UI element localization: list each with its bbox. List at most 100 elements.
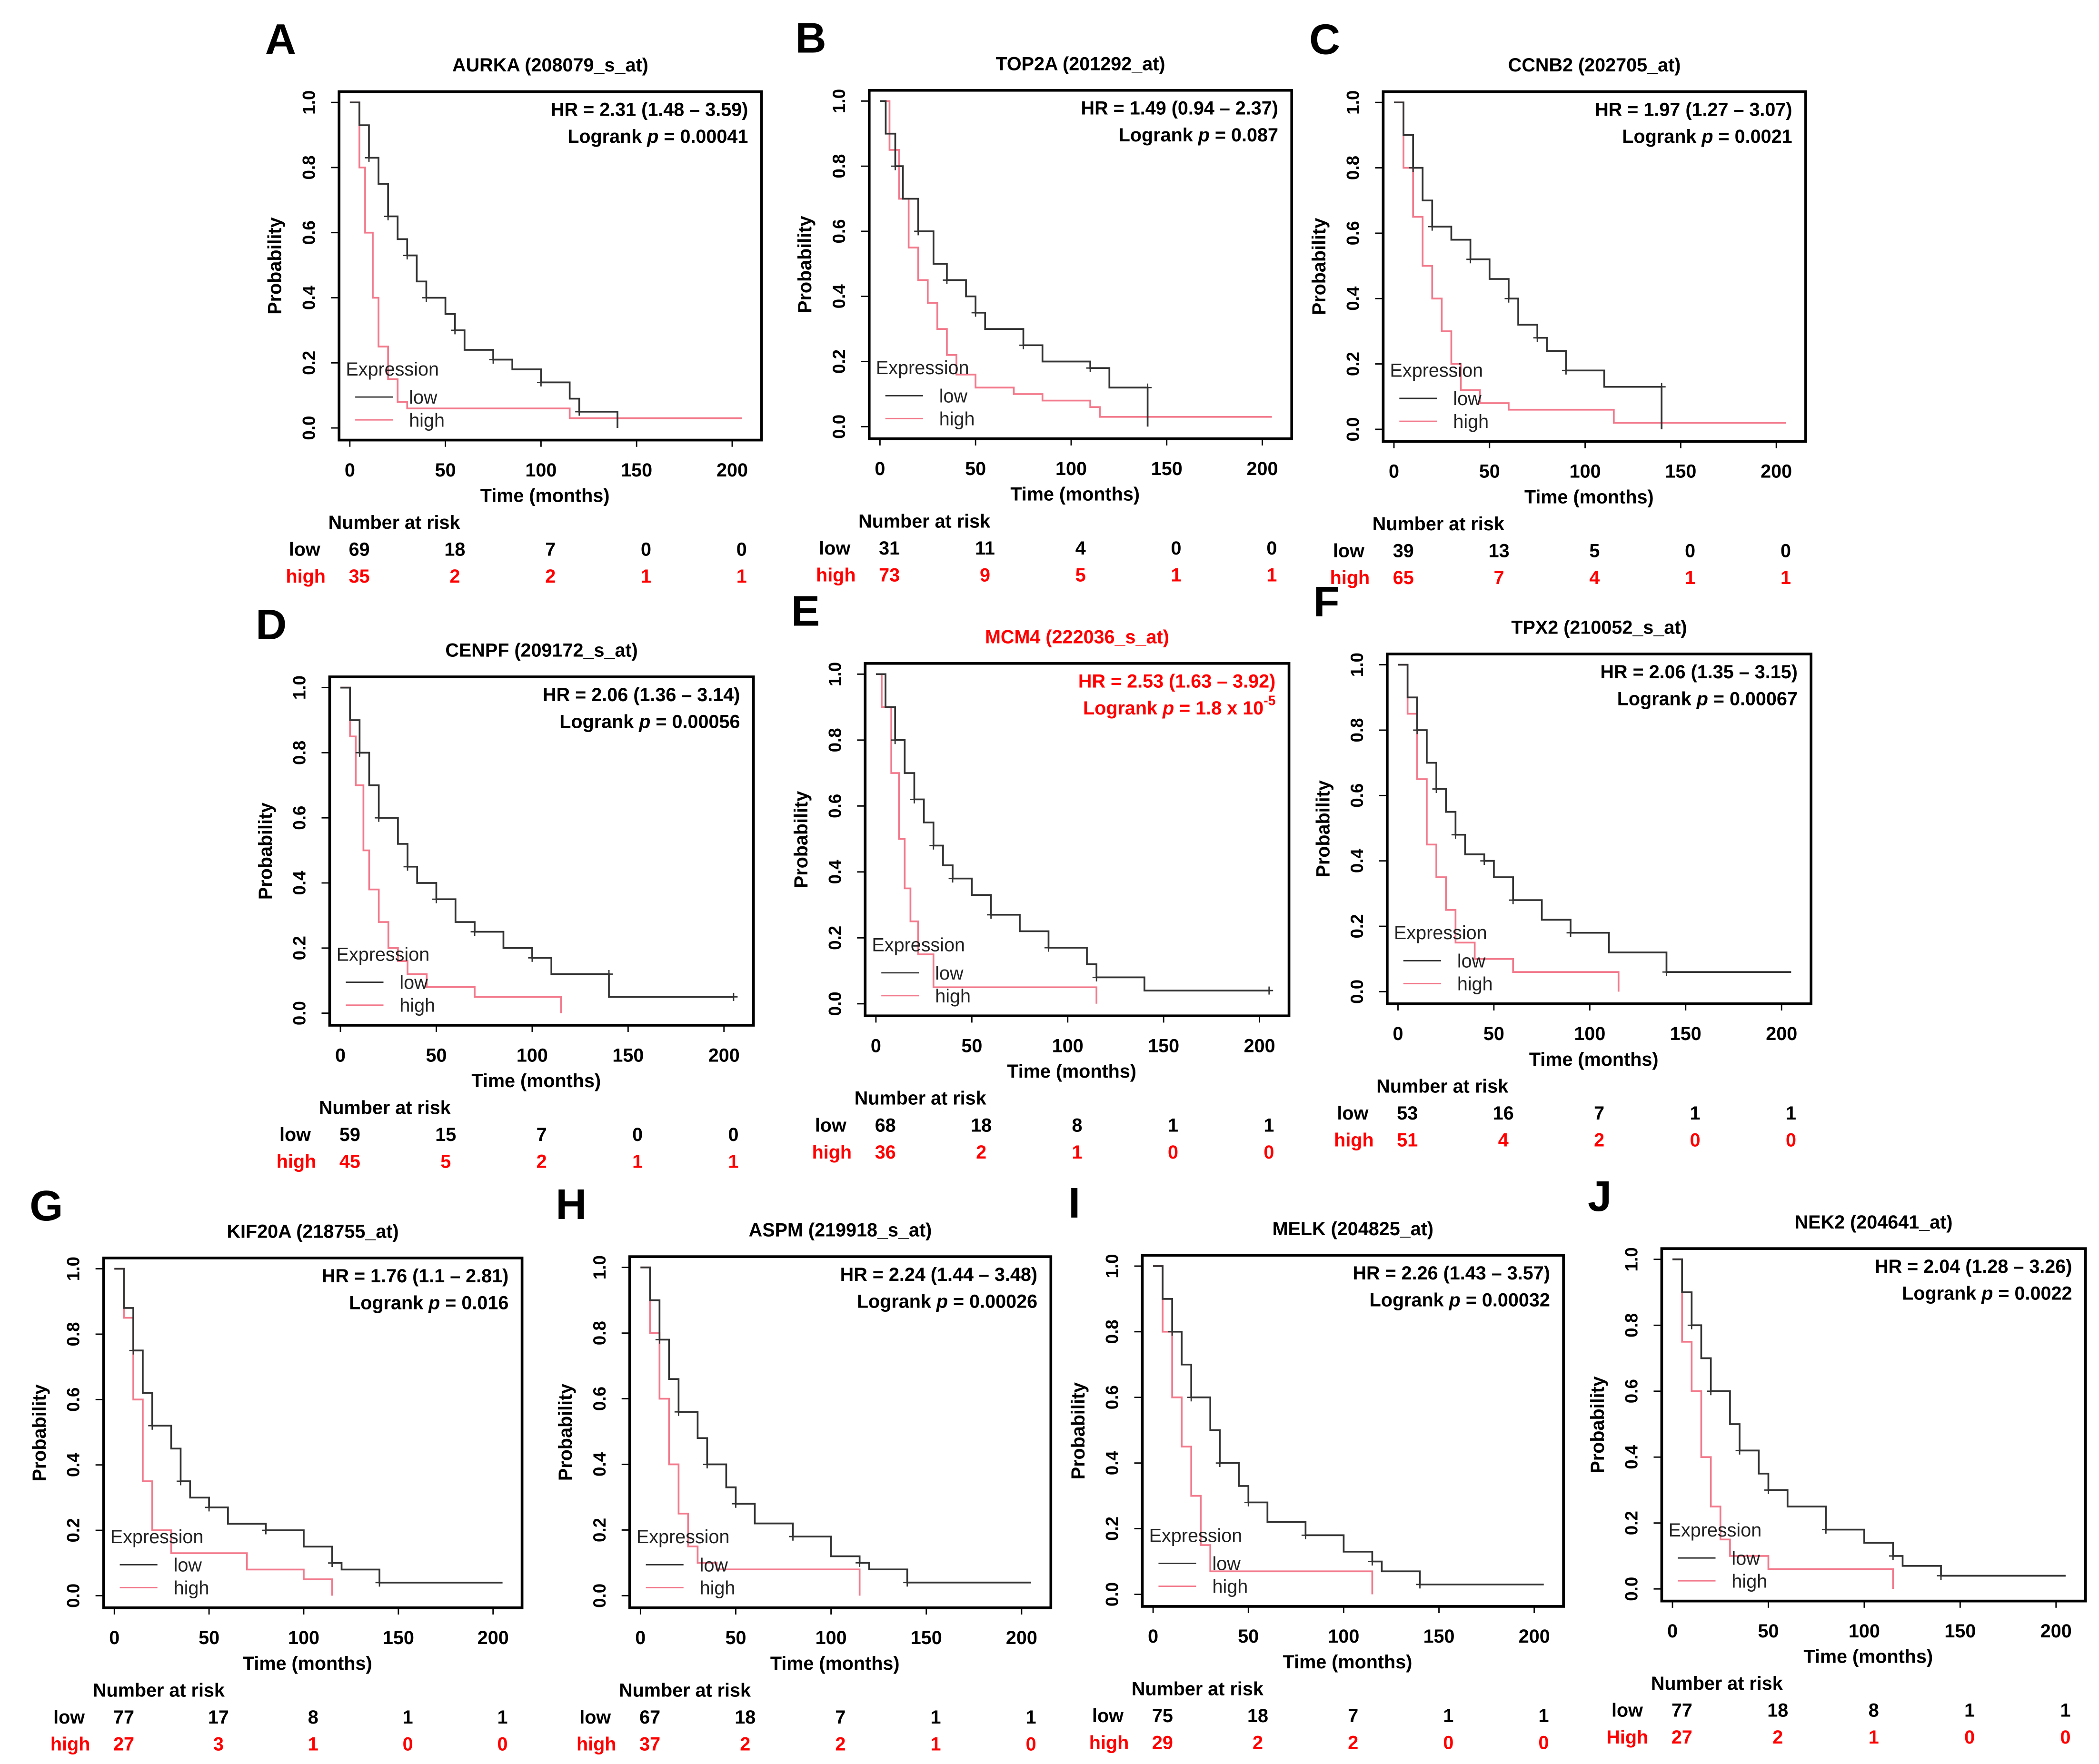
risk-table-title: Number at risk xyxy=(1373,514,1505,535)
equals-sign: = xyxy=(658,126,680,147)
y-axis-label: Probability xyxy=(255,803,276,900)
censor-mark xyxy=(703,1460,711,1468)
high-expression-curve xyxy=(349,101,742,419)
risk-high-count: 37 xyxy=(639,1734,660,1754)
y-tick-label: 0.8 xyxy=(299,155,318,179)
legend-low-label: low xyxy=(1457,951,1486,971)
y-tick-label: 0.8 xyxy=(290,741,309,765)
risk-high-count: 36 xyxy=(875,1142,896,1163)
y-tick-label: 0.4 xyxy=(1103,1451,1122,1476)
equals-sign: = xyxy=(650,711,672,732)
risk-table-title: Number at risk xyxy=(1132,1678,1264,1699)
panel-label: A xyxy=(265,15,296,63)
risk-low-count: 8 xyxy=(1072,1115,1083,1136)
y-tick-label: 0.8 xyxy=(1347,718,1367,742)
risk-low-count: 77 xyxy=(113,1707,134,1728)
risk-high-count: 0 xyxy=(1964,1727,1975,1748)
y-tick-label: 0.8 xyxy=(64,1322,83,1346)
risk-row-label-high: high xyxy=(1334,1130,1373,1150)
legend-low-label: low xyxy=(399,972,428,993)
chart-title: MELK (204825_at) xyxy=(1273,1219,1433,1239)
censor-mark xyxy=(1451,831,1460,839)
y-tick-label: 1.0 xyxy=(1103,1254,1122,1278)
legend-title: Expression xyxy=(637,1526,730,1547)
risk-low-count: 67 xyxy=(639,1707,660,1728)
x-tick-label: 200 xyxy=(1006,1627,1037,1648)
risk-high-count: 1 xyxy=(1685,567,1695,588)
legend-low-label: low xyxy=(935,963,964,984)
censor-mark xyxy=(1466,255,1475,264)
chart-title: CCNB2 (202705_at) xyxy=(1508,55,1681,76)
risk-row-label-low: low xyxy=(1337,1103,1368,1124)
panel-i: I MELK (204825_at) 0.0 0.2 0.4 0.6 0.8 1.0 Proba… xyxy=(1068,1179,1565,1754)
plot-frame xyxy=(864,662,1291,1018)
legend-low-label: low xyxy=(174,1555,202,1576)
logrank-label: Logrank xyxy=(559,711,639,732)
y-tick-label: 0.0 xyxy=(1622,1577,1641,1601)
x-tick-label: 200 xyxy=(1519,1626,1550,1647)
legend-high-label: high xyxy=(1731,1571,1767,1592)
logrank-label: Logrank xyxy=(567,126,647,147)
risk-high-count: 2 xyxy=(740,1734,750,1754)
risk-low-count: 7 xyxy=(1348,1705,1358,1726)
censor-mark xyxy=(1428,222,1436,231)
y-tick-label: 0.2 xyxy=(829,349,849,374)
censor-mark xyxy=(1301,1531,1310,1539)
y-tick-label: 0.2 xyxy=(1347,914,1367,938)
risk-table-title: Number at risk xyxy=(93,1680,225,1701)
panel-label: G xyxy=(30,1182,63,1230)
risk-high-count: 2 xyxy=(1594,1130,1604,1150)
legend-low-label: low xyxy=(939,386,968,406)
censor-mark xyxy=(903,1578,912,1587)
y-tick-label: 1.0 xyxy=(1622,1247,1641,1271)
censor-mark xyxy=(1889,1552,1897,1560)
high-expression-curve xyxy=(1672,1258,1894,1589)
censor-mark xyxy=(948,874,957,883)
p-value: 0.0021 xyxy=(1735,126,1792,147)
hazard-ratio: HR = 2.53 (1.63 – 3.92) xyxy=(1078,671,1275,692)
legend-high-label: high xyxy=(174,1578,209,1599)
legend-title: Expression xyxy=(110,1526,204,1547)
risk-low-count: 5 xyxy=(1589,540,1600,561)
p-value: 0.0022 xyxy=(2015,1283,2072,1304)
y-tick-label: 0.0 xyxy=(1347,980,1367,1004)
y-tick-label: 0.4 xyxy=(1622,1445,1641,1469)
chart-title: MCM4 (222036_s_at) xyxy=(985,626,1169,647)
risk-high-count: 1 xyxy=(736,566,747,587)
risk-low-count: 1 xyxy=(1026,1707,1036,1728)
x-tick-label: 200 xyxy=(1761,461,1792,482)
risk-low-count: 7 xyxy=(537,1124,547,1145)
y-tick-label: 0.6 xyxy=(1103,1385,1122,1409)
x-tick-label: 150 xyxy=(1670,1023,1701,1044)
censor-mark xyxy=(451,326,459,335)
x-tick-label: 50 xyxy=(965,458,986,479)
risk-row-label-high: high xyxy=(1089,1733,1129,1754)
risk-high-count: 4 xyxy=(1589,567,1600,588)
risk-high-count: 27 xyxy=(113,1734,134,1754)
p-symbol: p xyxy=(1449,1290,1461,1311)
risk-row-label-low: low xyxy=(819,538,850,559)
high-expression-curve xyxy=(1394,101,1786,424)
censor-mark xyxy=(1215,1459,1224,1467)
censor-mark xyxy=(1092,973,1101,981)
risk-row-label-low: low xyxy=(1612,1700,1643,1721)
hazard-ratio: HR = 2.24 (1.44 – 3.48) xyxy=(840,1264,1037,1285)
y-tick-label: 0.0 xyxy=(1343,417,1363,441)
legend-low-label: low xyxy=(1731,1548,1760,1569)
chart-title: ASPM (219918_s_at) xyxy=(749,1220,932,1241)
x-tick-label: 100 xyxy=(288,1627,319,1648)
risk-low-count: 75 xyxy=(1152,1705,1173,1726)
x-tick-label: 0 xyxy=(1389,461,1399,482)
censor-mark xyxy=(1480,857,1489,865)
risk-high-count: 65 xyxy=(1393,567,1414,588)
hazard-ratio: HR = 2.26 (1.43 – 3.57) xyxy=(1353,1263,1550,1284)
censor-mark xyxy=(856,1558,864,1567)
logrank-label: Logrank xyxy=(1119,125,1198,146)
y-axis-label: Probability xyxy=(791,791,812,888)
x-tick-label: 0 xyxy=(635,1627,646,1648)
p-value: 0.00056 xyxy=(672,711,740,732)
x-tick-label: 100 xyxy=(517,1045,548,1066)
logrank-p-value: Logrank p = 0.0021 xyxy=(1622,126,1792,147)
risk-high-count: 73 xyxy=(879,565,900,585)
risk-low-count: 1 xyxy=(1786,1103,1796,1124)
